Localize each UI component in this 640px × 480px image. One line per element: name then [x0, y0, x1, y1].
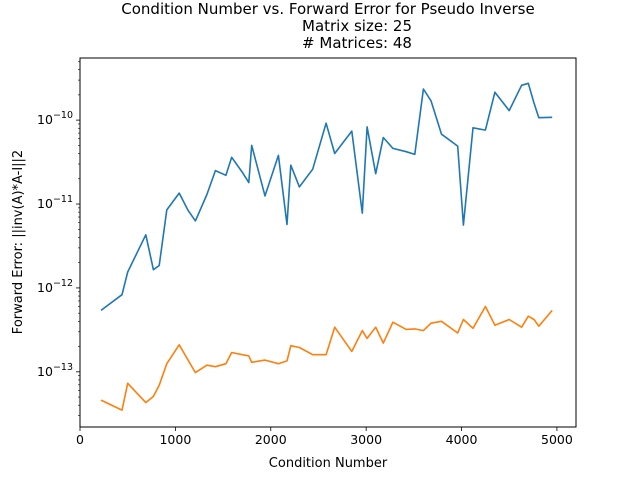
- x-axis-ticks: 0 1000 2000 3000 4000 5000: [76, 427, 573, 447]
- y-axis-label: Forward Error: ||inv(A)*A-I||2: [11, 150, 26, 334]
- x-tick-label: 0: [76, 432, 84, 447]
- y-tick-label-base: 10: [37, 112, 53, 127]
- y-tick-label-base: 10: [37, 364, 53, 379]
- y-tick-label: 10−12: [37, 278, 73, 295]
- y-tick-label: 10−11: [37, 194, 73, 211]
- y-tick-label-base: 10: [37, 196, 53, 211]
- y-tick-label: 10−10: [37, 110, 73, 127]
- x-tick-label: 2000: [255, 432, 287, 447]
- x-axis-label: Condition Number: [269, 456, 388, 471]
- series-line-2: [100, 305, 553, 411]
- plot-series-layer: [100, 82, 553, 411]
- plot-frame: [79, 57, 577, 428]
- y-tick-label-exponent: −12: [53, 278, 73, 289]
- x-tick-label: 4000: [446, 432, 478, 447]
- y-tick-label-base: 10: [37, 280, 53, 295]
- y-tick-label-exponent: −11: [53, 194, 73, 205]
- y-tick-label-exponent: −10: [53, 110, 73, 121]
- y-tick-label: 10−13: [37, 362, 73, 379]
- chart-subtitle-matrix-count: # Matrices: 48: [302, 34, 412, 52]
- chart-title: Condition Number vs. Forward Error for P…: [121, 0, 534, 18]
- series-line-1: [100, 82, 553, 312]
- chart-subtitle-matrix-size: Matrix size: 25: [302, 17, 412, 35]
- x-tick-label: 1000: [159, 432, 191, 447]
- y-tick-label-exponent: −13: [53, 362, 73, 373]
- x-tick-label: 3000: [350, 432, 382, 447]
- x-tick-label: 5000: [541, 432, 573, 447]
